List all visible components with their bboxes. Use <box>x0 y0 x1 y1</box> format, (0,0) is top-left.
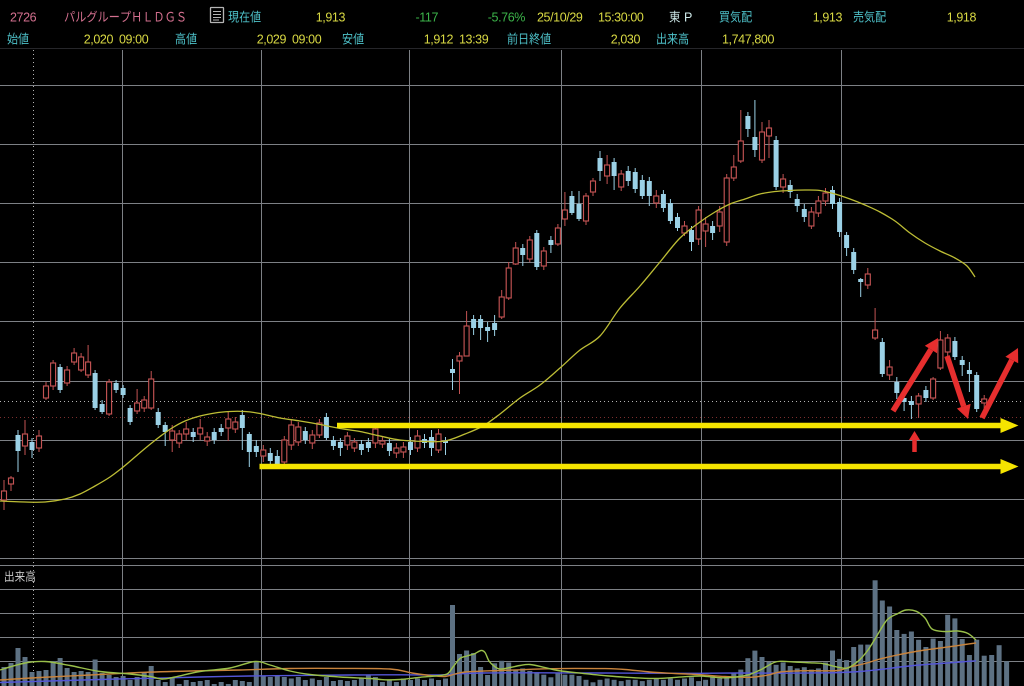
svg-text:15:30:00: 15:30:00 <box>598 11 644 25</box>
svg-text:1,918: 1,918 <box>947 11 977 25</box>
svg-text:-5.76%: -5.76% <box>488 11 525 25</box>
svg-text:1,747,800: 1,747,800 <box>722 33 774 47</box>
svg-text:2,020: 2,020 <box>84 33 114 47</box>
svg-text:13:39: 13:39 <box>459 33 489 47</box>
svg-text:2726: 2726 <box>10 11 37 25</box>
svg-text:1,912: 1,912 <box>424 33 454 47</box>
svg-text:09:00: 09:00 <box>292 33 322 47</box>
svg-text:09:00: 09:00 <box>119 33 149 47</box>
svg-text:1,913: 1,913 <box>813 11 843 25</box>
svg-text:2,030: 2,030 <box>611 33 641 47</box>
svg-text:2,029: 2,029 <box>257 33 287 47</box>
svg-text:P: P <box>684 11 692 25</box>
svg-text:1,913: 1,913 <box>316 11 346 25</box>
svg-text:-117: -117 <box>416 11 439 25</box>
svg-text:25/10/29: 25/10/29 <box>537 11 583 25</box>
